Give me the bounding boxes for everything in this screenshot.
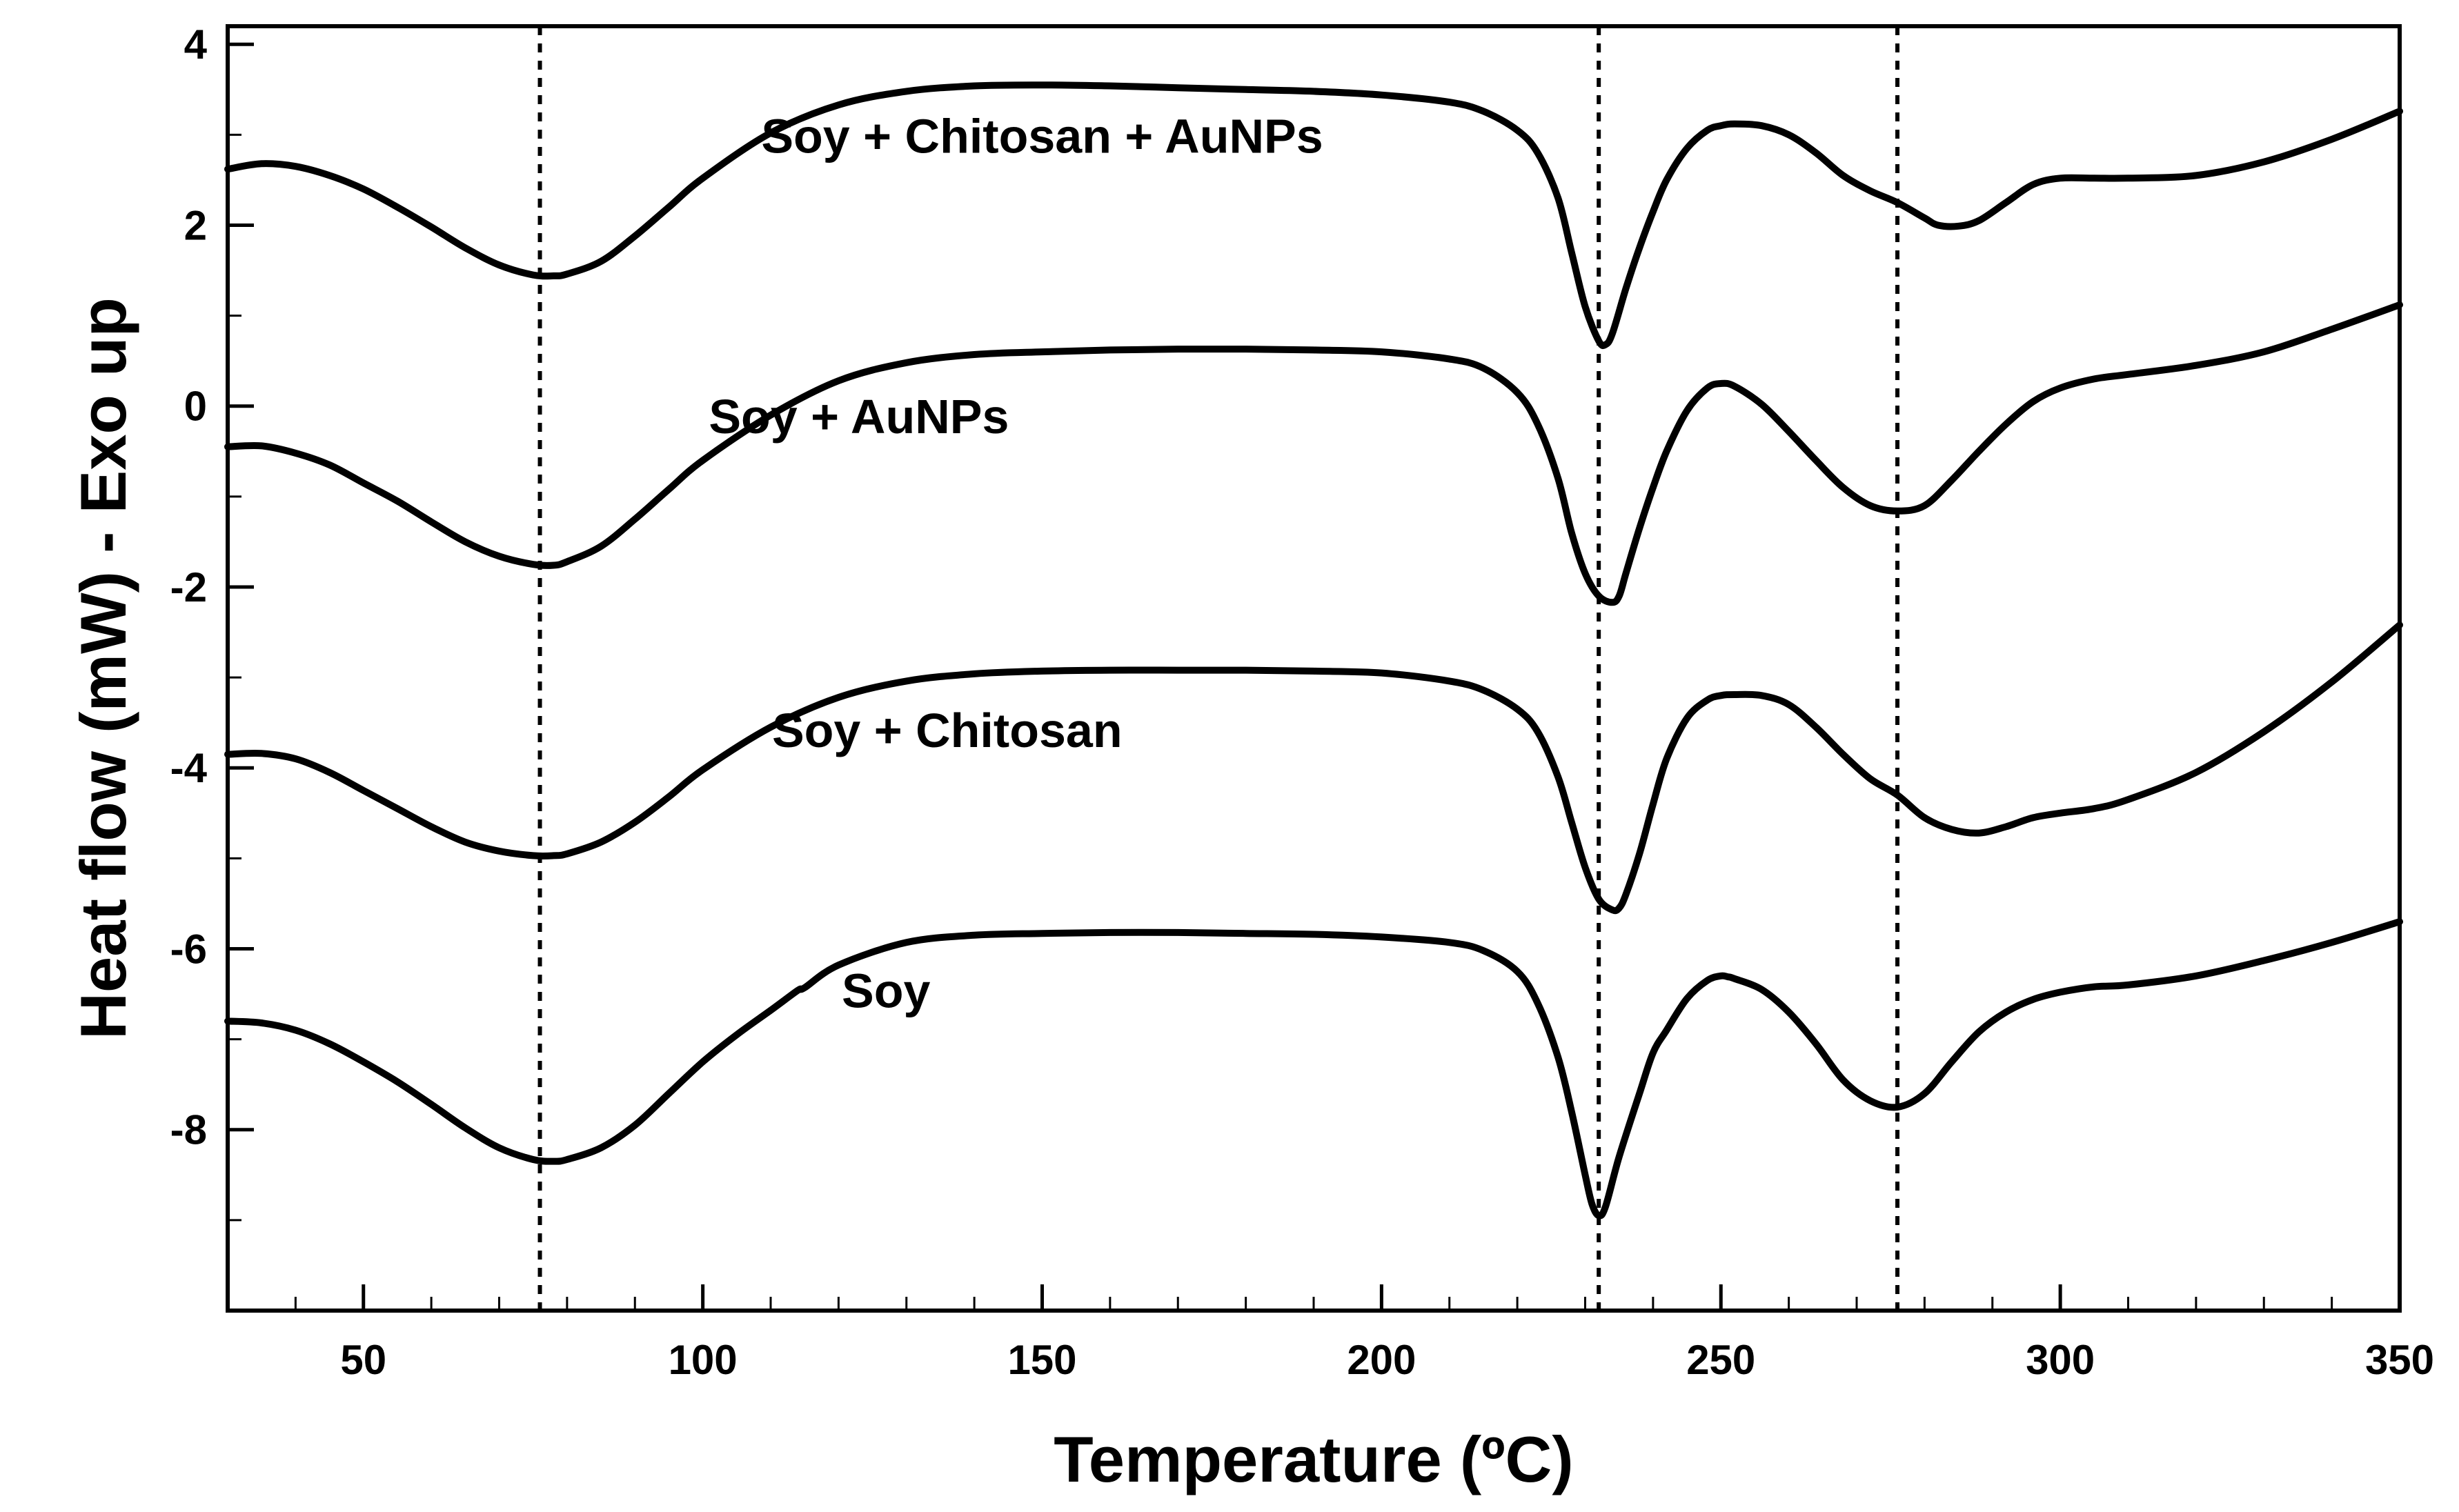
x-tick-label: 300	[2026, 1337, 2095, 1383]
series-group	[224, 81, 2403, 1220]
y-tick-label: 0	[184, 384, 207, 430]
series-labels: Soy + Chitosan + AuNPs Soy + AuNPs Soy + C…	[709, 110, 1323, 1018]
x-axis-title: Temperature (ºC)	[1054, 1423, 1573, 1495]
x-tick-label: 200	[1347, 1337, 1416, 1383]
y-tick-label: 2	[184, 202, 207, 248]
y-tick-label: 4	[184, 21, 208, 68]
series-label: Soy	[842, 964, 930, 1018]
y-tick-label: -4	[170, 745, 208, 791]
y-tick-label: -2	[170, 564, 207, 610]
y-axis-title: Heat flow (mW) - Exo up	[67, 297, 139, 1040]
x-tick-label: 250	[1686, 1337, 1755, 1383]
series-label: Soy + Chitosan	[772, 704, 1123, 757]
x-tick-label: 100	[669, 1337, 738, 1383]
x-tick-label: 350	[2365, 1337, 2434, 1383]
series-line	[224, 621, 2403, 915]
plot-area-frame	[226, 24, 2402, 1313]
series-label: Soy + AuNPs	[709, 390, 1009, 444]
y-tick-label: -6	[170, 926, 207, 972]
x-tick-label: 50	[340, 1337, 386, 1383]
y-axis-ticks: 4 2 0 -2 -4 -6 -8	[170, 21, 254, 1153]
series-line	[224, 918, 2403, 1220]
x-axis-ticks: 50 100 150 200 250 300 350	[340, 1284, 2434, 1383]
y-tick-label: -8	[170, 1107, 207, 1153]
series-line	[224, 81, 2403, 350]
x-tick-label: 150	[1007, 1337, 1076, 1383]
minor-ticks	[226, 43, 2401, 1312]
reference-lines	[537, 26, 1900, 1311]
series-line	[224, 301, 2403, 606]
series-label: Soy + Chitosan + AuNPs	[761, 110, 1323, 163]
